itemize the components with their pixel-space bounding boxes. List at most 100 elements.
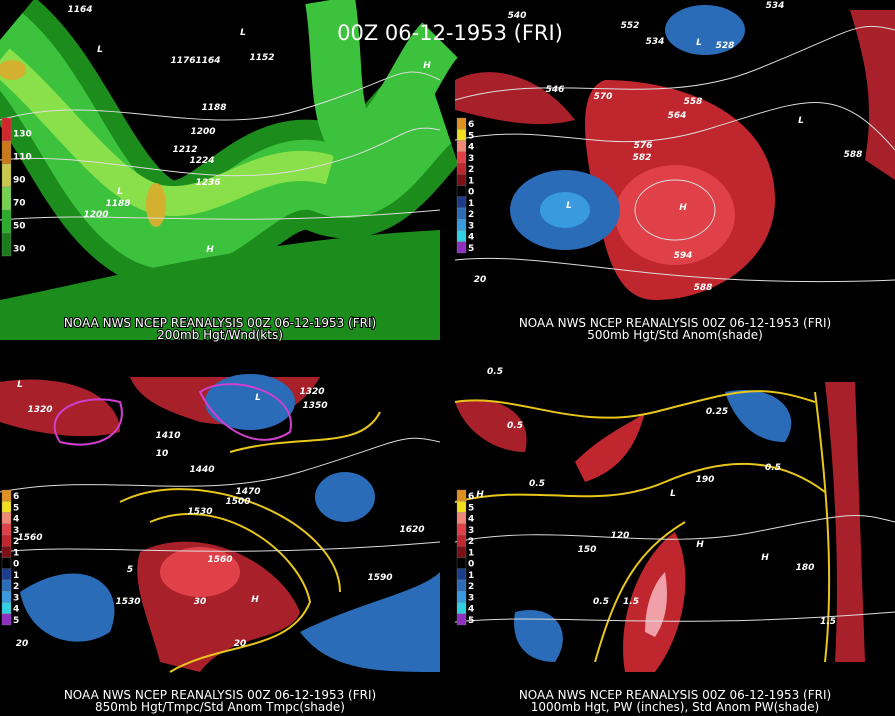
contour-label: 1620 [399, 525, 424, 535]
legend-swatch [1, 232, 12, 257]
contour-label: 1164 [67, 5, 92, 15]
legend-label: 5 [468, 244, 474, 254]
pressure-center: L [255, 393, 261, 403]
labels-layer: 00Z 06-12-1953 (FRI) NOAA NWS NCEP REANAL… [1, 1, 863, 715]
contour-label: 534 [646, 37, 665, 47]
contour-label: 564 [668, 111, 687, 121]
legend-swatch [1, 501, 12, 513]
contour-label: 0.5 [593, 597, 609, 607]
contour-label: 576 [634, 141, 653, 151]
legend-swatch [1, 557, 12, 569]
legend-swatch [456, 568, 467, 581]
legend-swatch [456, 140, 467, 152]
legend-swatch [456, 534, 467, 547]
contour-label: 588 [844, 150, 863, 160]
contour-label: 1224 [189, 156, 214, 166]
contour-label: 20 [16, 639, 29, 649]
legend-label: 0 [13, 560, 19, 570]
panel-caption: 850mb Hgt/Tmpc/Std Anom Tmpc(shade) [95, 700, 345, 714]
contour-label: 20 [474, 275, 487, 285]
map-title: 00Z 06-12-1953 (FRI) [337, 21, 563, 45]
legend-label: 3 [468, 154, 474, 164]
legend-swatch [1, 140, 12, 165]
legend-label: 70 [13, 198, 26, 208]
contour-label: 552 [621, 21, 640, 31]
contour-label: 0.25 [706, 407, 728, 417]
contour-label: 10 [156, 449, 169, 459]
legend-swatch [1, 489, 12, 502]
legend-label: 6 [468, 120, 474, 130]
contour-label: 0.5 [529, 479, 545, 489]
pressure-center: H [206, 245, 214, 255]
legend-swatch [1, 534, 12, 547]
legend-label: 2 [468, 210, 474, 220]
contour-label: 190 [696, 475, 715, 485]
contour-label: 1236 [195, 178, 220, 188]
contour-label: 558 [684, 97, 703, 107]
legend-label: 0 [468, 188, 474, 198]
legend-swatch [1, 613, 12, 626]
legend-swatch [1, 512, 12, 524]
panel-caption: 500mb Hgt/Std Anom(shade) [587, 328, 763, 342]
contour-label: 1470 [235, 487, 260, 497]
legend-label: 3 [13, 526, 19, 536]
legend-label: 1 [468, 571, 474, 581]
pressure-center: H [476, 490, 484, 500]
panel-500mb [454, 5, 895, 300]
pressure-center: L [670, 489, 676, 499]
contour-label: 1.5 [623, 597, 639, 607]
contour-label: 1320 [27, 405, 52, 415]
legend-swatch [456, 512, 467, 524]
contour-label: 180 [796, 563, 815, 573]
legend-label: 1 [13, 548, 19, 558]
legend-swatch [1, 546, 12, 558]
contour-label: 528 [716, 41, 735, 51]
legend-swatch [456, 602, 467, 614]
legend-swatch [456, 230, 467, 242]
legend-label: 2 [468, 537, 474, 547]
legend-label: 4 [468, 143, 474, 153]
legend-swatch [456, 546, 467, 558]
contour-label: 546 [546, 85, 565, 95]
legend-swatch [1, 117, 12, 142]
legend-swatch [456, 591, 467, 603]
legend-label: 1 [468, 548, 474, 558]
legend-label: 3 [13, 593, 19, 603]
legend-swatch [456, 174, 467, 186]
legend-swatch [456, 241, 467, 254]
contour-label: 1410 [155, 431, 180, 441]
legend-swatch [456, 579, 467, 592]
legend-swatch [456, 151, 467, 164]
legend-label: 4 [13, 515, 19, 525]
panel-200mb [0, 0, 467, 340]
panel-source: NOAA NWS NCEP REANALYSIS 00Z 06-12-1953 … [519, 316, 831, 330]
pressure-center: H [761, 553, 769, 563]
contour-label: 1176 [170, 56, 195, 66]
contour-label: 1530 [115, 597, 140, 607]
contour-label: 1560 [17, 533, 42, 543]
legend-label: 5 [468, 131, 474, 141]
legend-swatch [456, 207, 467, 220]
contour-label: 1530 [187, 507, 212, 517]
contour-label: 20 [234, 639, 247, 649]
contour-label: 30 [194, 597, 207, 607]
legend-label: 5 [13, 503, 19, 513]
contour-label: 1164 [195, 56, 220, 66]
legend-label: 2 [13, 537, 19, 547]
legend-label: 0 [468, 560, 474, 570]
panel-850mb [0, 374, 441, 673]
legend-swatch [1, 186, 12, 211]
legend-swatch [456, 162, 467, 175]
legend-label: 90 [13, 175, 26, 185]
legend-label: 2 [13, 582, 19, 592]
legend-label: 4 [468, 233, 474, 243]
pressure-center: L [566, 201, 572, 211]
panel-caption: 200mb Hgt/Wnd(kts) [157, 328, 283, 342]
contour-label: 1590 [367, 573, 392, 583]
panel-source: NOAA NWS NCEP REANALYSIS 00Z 06-12-1953 … [64, 688, 376, 702]
pressure-center: L [696, 38, 702, 48]
legend-swatch [456, 501, 467, 513]
legend-swatch [456, 613, 467, 626]
contour-label: 0.5 [507, 421, 523, 431]
